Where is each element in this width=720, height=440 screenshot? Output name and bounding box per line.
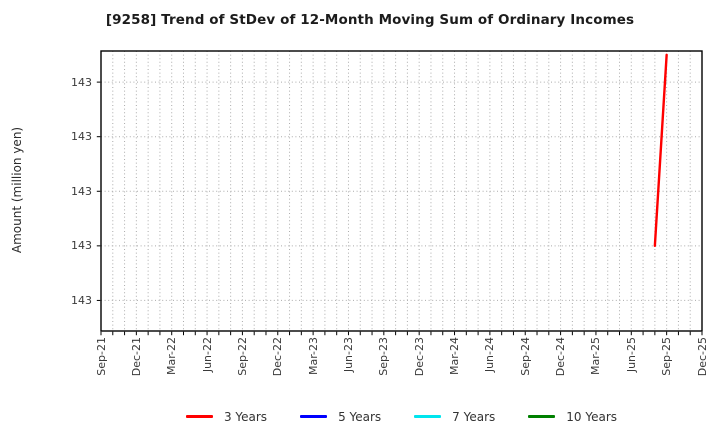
x-tick-label: Dec-21 xyxy=(129,337,143,377)
legend-item-7-years: 7 Years xyxy=(414,410,495,424)
legend-item-3-years: 3 Years xyxy=(185,409,268,424)
legend-label-3-years: 3 Years xyxy=(223,409,268,424)
x-tick-label: Mar-24 xyxy=(448,337,462,376)
x-tick-label: Sep-22 xyxy=(235,337,249,376)
x-tick-label: Sep-23 xyxy=(377,337,391,376)
x-tick-label: Dec-25 xyxy=(695,337,709,377)
x-tick-label: Mar-22 xyxy=(165,337,179,376)
legend-label-5-years: 5 Years xyxy=(338,409,382,424)
legend-label-7-years: 7 Years xyxy=(452,409,496,424)
line-swatch-5-years-icon xyxy=(300,415,328,418)
x-tick-label: Sep-25 xyxy=(660,337,674,376)
chart-title: [9258] Trend of StDev of 12-Month Moving… xyxy=(105,12,635,28)
line-swatch-3-years-icon xyxy=(185,415,213,418)
x-tick-label: Mar-23 xyxy=(306,337,320,376)
line-swatch-7-years-icon xyxy=(414,415,442,418)
legend: 3 Years 5 Years 7 Years 10 Years xyxy=(101,407,702,426)
x-tick-label: Jun-24 xyxy=(483,337,497,373)
x-tick-label: Sep-24 xyxy=(518,337,532,376)
x-tick-label: Dec-23 xyxy=(412,337,426,377)
x-tick-label: Dec-22 xyxy=(271,337,285,377)
x-tick-label: Jun-22 xyxy=(200,337,214,373)
y-tick-label: 143 xyxy=(71,75,92,89)
x-tick-label: Jun-23 xyxy=(341,337,355,373)
x-tick-label: Sep-21 xyxy=(94,337,108,376)
y-tick-label: 143 xyxy=(71,239,92,253)
x-tick-label: Jun-25 xyxy=(624,337,638,373)
line-swatch-10-years-icon xyxy=(528,415,556,418)
x-tick-label: Mar-25 xyxy=(589,337,603,376)
y-tick-label: 143 xyxy=(71,293,92,307)
legend-item-10-years: 10 Years xyxy=(528,410,617,424)
x-tick-label: Dec-24 xyxy=(554,337,568,377)
legend-item-5-years: 5 Years xyxy=(300,410,381,424)
y-tick-label: 143 xyxy=(71,184,92,198)
y-tick-label: 143 xyxy=(71,130,92,144)
legend-label-10-years: 10 Years xyxy=(566,409,618,424)
